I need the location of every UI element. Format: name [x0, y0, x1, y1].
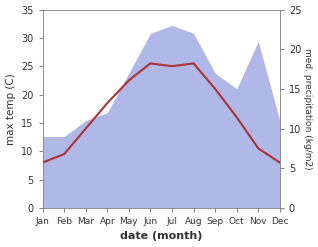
Y-axis label: med. precipitation (kg/m2): med. precipitation (kg/m2)	[303, 48, 313, 169]
Y-axis label: max temp (C): max temp (C)	[5, 73, 16, 144]
X-axis label: date (month): date (month)	[120, 231, 203, 242]
